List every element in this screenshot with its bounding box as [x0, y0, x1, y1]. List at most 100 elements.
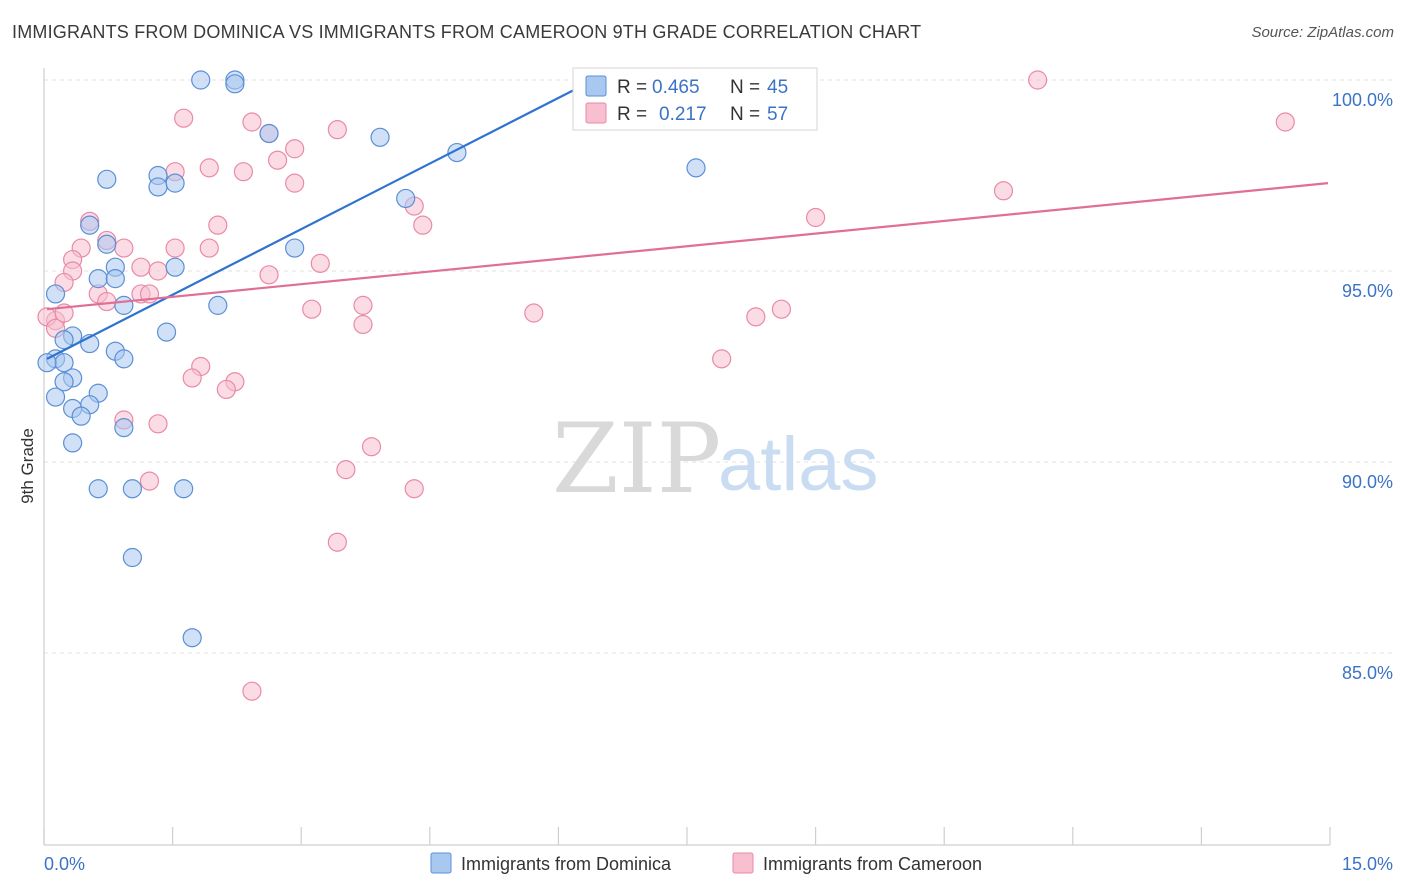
cameroon-point	[174, 108, 194, 128]
bottom-legend-swatch-cameroon	[732, 852, 754, 874]
x-tick-label-max: 15.0%	[1342, 854, 1393, 874]
cameroon-point	[165, 238, 185, 258]
y-tick-labels: 85.0% 90.0% 95.0% 100.0%	[1332, 90, 1393, 683]
source-label: Source: ZipAtlas.com	[1251, 24, 1394, 41]
cameroon-point	[97, 291, 117, 312]
legend-swatch-dominica	[585, 75, 607, 97]
dominica-point	[63, 433, 83, 453]
cameroon-point	[524, 303, 544, 323]
dominica-point	[97, 234, 117, 254]
cameroon-trend-line	[46, 182, 1329, 311]
series-legend: Immigrants from Dominica Immigrants from…	[430, 852, 982, 874]
stats-legend: R = 0.465 N = 45 R = 0.217 N = 57	[572, 67, 818, 131]
cameroon-point	[310, 253, 330, 273]
cameroon-point	[114, 238, 134, 258]
dominica-point	[396, 188, 416, 209]
dominica-point	[37, 353, 57, 373]
cameroon-point	[242, 681, 262, 701]
dominica-point	[156, 322, 177, 342]
dominica-point	[88, 479, 108, 499]
dominica-point	[225, 74, 245, 94]
cameroon-point	[233, 162, 254, 182]
dominica-point	[80, 215, 100, 235]
dominica-point	[122, 547, 142, 568]
cameroon-point	[199, 238, 219, 258]
bottom-legend-label-dominica: Immigrants from Dominica	[461, 854, 672, 874]
dominica-point	[191, 70, 211, 90]
dominica-point	[114, 295, 134, 315]
cameroon-point	[336, 460, 356, 480]
chart-title: IMMIGRANTS FROM DOMINICA VS IMMIGRANTS F…	[12, 22, 922, 42]
cameroon-point	[404, 479, 424, 499]
watermark-atlas: atlas	[718, 422, 879, 507]
dominica-point	[285, 238, 305, 258]
cameroon-point	[353, 295, 373, 315]
cameroon-point	[285, 139, 305, 159]
bottom-legend-label-cameroon: Immigrants from Cameroon	[763, 854, 982, 874]
cameroon-point	[182, 368, 202, 388]
x-tick-label-min: 0.0%	[44, 854, 85, 874]
dominica-point	[208, 295, 228, 315]
y-axis-label: 9th Grade	[18, 428, 37, 504]
dominica-point	[45, 387, 66, 407]
dominica-point	[88, 269, 108, 289]
cameroon-point	[267, 150, 288, 170]
cameroon-point	[259, 265, 279, 285]
cameroon-points	[37, 70, 1295, 701]
cameroon-point	[413, 215, 433, 235]
y-tick-label: 90.0%	[1342, 472, 1393, 492]
dominica-point	[370, 127, 390, 147]
cameroon-point	[353, 314, 373, 335]
cameroon-point	[242, 112, 262, 132]
cameroon-point	[327, 120, 347, 140]
dominica-points	[37, 70, 706, 648]
dominica-point	[71, 406, 91, 426]
dominica-point	[105, 269, 125, 289]
dominica-point	[148, 177, 168, 197]
cameroon-point	[746, 307, 766, 327]
cameroon-point	[805, 207, 826, 228]
dominica-point	[182, 628, 202, 648]
cameroon-point	[208, 215, 228, 235]
cameroon-point	[285, 173, 305, 193]
dominica-point	[165, 257, 185, 277]
dominica-point	[122, 479, 142, 499]
cameroon-point	[327, 532, 347, 552]
trend-lines	[46, 79, 1329, 360]
legend-r-label-1: R =	[617, 77, 647, 98]
cameroon-point	[1028, 70, 1048, 90]
bottom-legend-swatch-dominica	[430, 852, 452, 874]
dominica-point	[165, 173, 185, 193]
dominica-point	[97, 169, 117, 189]
dominica-point	[54, 372, 74, 392]
y-tick-label: 85.0%	[1342, 663, 1393, 683]
cameroon-point	[148, 261, 168, 281]
cameroon-point	[302, 299, 322, 319]
y-tick-label: 95.0%	[1342, 281, 1393, 301]
cameroon-point	[131, 257, 151, 277]
cameroon-point	[361, 437, 382, 457]
cameroon-point	[199, 158, 219, 178]
dominica-point	[114, 349, 134, 369]
cameroon-point	[148, 414, 168, 434]
dominica-trend-line	[46, 79, 595, 360]
legend-n-value-cameroon: 57	[767, 104, 788, 125]
dominica-point	[174, 479, 194, 499]
x-ticks	[43, 827, 1331, 845]
cameroon-point	[216, 379, 236, 400]
dominica-point	[54, 330, 74, 350]
legend-n-label-1: N =	[730, 77, 760, 98]
cameroon-point	[139, 471, 160, 491]
legend-swatch-cameroon	[585, 102, 607, 124]
dominica-point	[686, 158, 706, 178]
cameroon-point	[993, 181, 1014, 201]
cameroon-point	[712, 349, 732, 369]
y-tick-label: 100.0%	[1332, 90, 1393, 110]
cameroon-point	[771, 299, 792, 319]
legend-r-label-2: R =	[617, 104, 647, 125]
dominica-point	[45, 284, 66, 304]
legend-r-value-cameroon: 0.217	[659, 104, 707, 125]
dominica-point	[259, 123, 279, 144]
legend-r-value-dominica: 0.465	[652, 77, 700, 98]
